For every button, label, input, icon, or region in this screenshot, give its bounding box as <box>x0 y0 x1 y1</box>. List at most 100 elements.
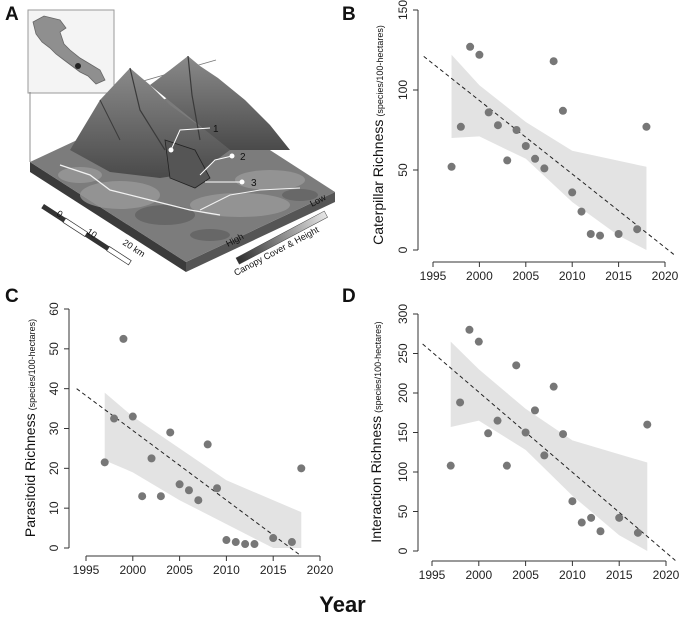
site-1-label: 1 <box>213 124 219 135</box>
point-d-2013 <box>596 527 605 536</box>
point-d-2011 <box>577 518 586 527</box>
scale-label-0: 0 <box>55 208 65 219</box>
x-tick-label-c-2015: 2015 <box>260 563 287 577</box>
point-b-2008 <box>549 57 558 66</box>
scale-label-10: 10 <box>85 226 99 240</box>
trend-line-b <box>423 56 675 256</box>
site-3-label: 3 <box>251 178 257 189</box>
y-tick-label-c-60: 60 <box>47 302 61 316</box>
volcano-right <box>150 56 290 150</box>
point-b-2006 <box>531 154 540 163</box>
ci-band-c <box>104 392 302 548</box>
y-tick-label-d-100: 100 <box>396 462 410 482</box>
x-tick-label-d-1995: 1995 <box>419 568 446 582</box>
y-tick-label-c-10: 10 <box>47 501 61 515</box>
point-d-2000 <box>474 337 483 346</box>
point-b-2011 <box>577 207 586 216</box>
y-tick-label-c-30: 30 <box>47 422 61 436</box>
point-d-2007 <box>540 451 549 460</box>
point-c-2000 <box>128 412 137 421</box>
point-c-2007 <box>194 496 203 505</box>
point-b-2002 <box>493 121 502 130</box>
x-tick-label-b-2000: 2000 <box>466 269 493 283</box>
point-c-2013 <box>250 540 259 549</box>
point-d-2012 <box>587 513 596 522</box>
y-tick-label-d-150: 150 <box>396 422 410 442</box>
point-b-1998 <box>456 122 465 131</box>
y-tick-label-c-50: 50 <box>47 342 61 356</box>
x-tick-label-b-2010: 2010 <box>559 269 586 283</box>
terrain-front-face <box>30 162 186 272</box>
point-d-2010 <box>568 497 577 506</box>
point-d-1998 <box>456 398 465 407</box>
shared-x-axis-title: Year <box>319 592 366 617</box>
x-tick-label-b-2015: 2015 <box>605 269 632 283</box>
conservation-area <box>164 139 211 189</box>
study-site-marker <box>75 63 81 69</box>
site-2: 2 <box>199 152 246 176</box>
point-c-2005 <box>175 480 184 489</box>
point-c-2008 <box>203 440 212 449</box>
point-d-2017 <box>633 528 642 537</box>
y-tick-label-c-20: 20 <box>47 461 61 475</box>
point-b-2007 <box>540 164 549 173</box>
point-d-2002 <box>493 416 502 425</box>
terrain-block: 1 2 3 <box>30 55 335 272</box>
point-c-1999 <box>119 334 128 343</box>
point-b-2017 <box>633 225 642 234</box>
y-tick-label-b-150: 150 <box>396 0 410 20</box>
x-tick-label-c-1995: 1995 <box>73 563 100 577</box>
trend-line-c <box>76 388 302 557</box>
site-3: 3 <box>205 178 257 189</box>
chart-parasitoid: 1995 2000 2005 2010 2015 2020 0 10 20 30 40 50 60 Pa… <box>22 302 334 577</box>
point-b-2013 <box>596 231 605 240</box>
site-2-label: 2 <box>240 152 246 163</box>
panel-letter-a: A <box>5 4 19 25</box>
x-tick-label-d-2015: 2015 <box>606 568 633 582</box>
x-tick-label-c-2020: 2020 <box>307 563 334 577</box>
x-tick-label-d-2000: 2000 <box>465 568 492 582</box>
x-tick-label-b-2020: 2020 <box>652 269 679 283</box>
panel-letter-b: B <box>342 4 356 25</box>
y-tick-label-d-50: 50 <box>396 505 410 519</box>
ylabel-parasitoid: Parasitoid Richness(species/100-hectares… <box>22 319 38 537</box>
x-tick-label-b-2005: 2005 <box>512 269 539 283</box>
point-b-2010 <box>568 188 577 197</box>
point-d-1999 <box>465 325 474 334</box>
point-d-2006 <box>530 406 539 415</box>
point-c-1997 <box>100 458 109 467</box>
map-panel: 1 2 3 0 10 20 km High <box>27 9 335 278</box>
ylabel-interaction: Interaction Richness(species/100-hectare… <box>368 321 384 542</box>
point-d-2008 <box>549 382 558 391</box>
point-b-2003 <box>503 156 512 165</box>
point-b-2009 <box>558 106 567 115</box>
point-c-2015 <box>269 534 278 543</box>
y-tick-label-b-0: 0 <box>396 246 410 253</box>
point-c-2017 <box>287 538 296 547</box>
point-c-1998 <box>110 414 119 423</box>
point-c-2004 <box>166 428 175 437</box>
canopy-legend <box>235 210 328 265</box>
point-d-2003 <box>502 461 511 470</box>
y-tick-label-b-50: 50 <box>396 163 410 177</box>
y-tick-label-d-0: 0 <box>396 547 410 554</box>
point-c-2003 <box>156 492 165 501</box>
point-d-2009 <box>559 430 568 439</box>
x-tick-label-c-2010: 2010 <box>213 563 240 577</box>
point-d-1997 <box>446 461 455 470</box>
x-tick-label-d-2010: 2010 <box>559 568 586 582</box>
x-tick-label-c-2005: 2005 <box>166 563 193 577</box>
point-d-2015 <box>615 513 624 522</box>
y-tick-label-c-0: 0 <box>47 544 61 551</box>
point-c-2001 <box>138 492 147 501</box>
point-c-2009 <box>213 484 222 493</box>
point-b-2000 <box>475 50 484 59</box>
terrain-side-face <box>186 192 335 272</box>
x-tick-label-d-2020: 2020 <box>653 568 680 582</box>
point-b-2018 <box>642 122 651 131</box>
ci-band-d <box>450 341 648 551</box>
point-b-2001 <box>484 108 493 117</box>
point-c-2012 <box>241 540 250 549</box>
y-tick-label-d-300: 300 <box>396 304 410 324</box>
point-c-2006 <box>184 486 193 495</box>
